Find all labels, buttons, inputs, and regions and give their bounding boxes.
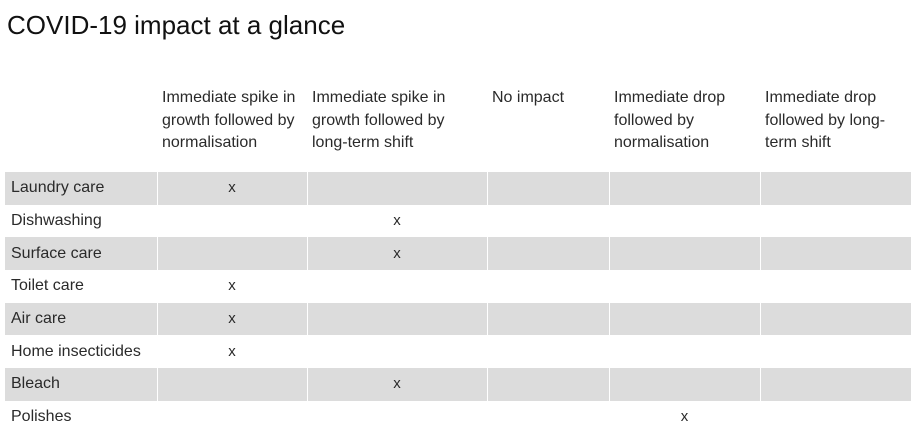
header-row: Immediate spike in growth followed by no… <box>5 84 911 172</box>
table-cell <box>608 237 760 271</box>
table-cell <box>486 172 609 205</box>
table-cell <box>306 335 487 369</box>
table-cell <box>486 400 609 434</box>
table-cell <box>759 302 911 336</box>
table-cell <box>306 302 487 336</box>
column-header-spike-long-term-shift: Immediate spike in growth followed by lo… <box>312 89 446 151</box>
table-cell <box>608 270 760 303</box>
table-cell <box>156 204 307 238</box>
row-label: Bleach <box>5 368 157 401</box>
table-cell <box>486 270 609 303</box>
table-cell <box>759 172 911 205</box>
table-cell: x <box>156 172 307 205</box>
row-label: Laundry care <box>5 172 157 205</box>
table-cell <box>608 368 760 401</box>
table-cell <box>486 237 609 271</box>
column-header-no-impact: No impact <box>492 89 565 106</box>
table-cell <box>486 204 609 238</box>
table-row: Bleach x <box>5 368 911 401</box>
table-row: Toilet care x <box>5 270 911 303</box>
table-row: Polishes x <box>5 400 911 434</box>
row-label: Surface care <box>5 237 157 271</box>
table-cell <box>156 368 307 401</box>
row-label: Dishwashing <box>11 212 102 230</box>
row-label: Polishes <box>11 408 72 426</box>
column-header-drop-long-term-shift: Immediate drop followed by long-term shi… <box>765 89 886 151</box>
table-cell <box>608 204 760 238</box>
table-cell <box>306 172 487 205</box>
table-cell <box>759 368 911 401</box>
table-cell <box>608 302 760 336</box>
table-row: Home insecticides x <box>5 335 911 369</box>
table-cell: x <box>156 270 307 303</box>
table-row: Surface care x <box>5 237 911 271</box>
table-cell: x <box>306 237 487 271</box>
table-cell <box>608 172 760 205</box>
table-cell <box>486 335 609 369</box>
table-cell: x <box>608 400 760 434</box>
table-row: Air care x <box>5 302 911 336</box>
column-header-spike-normalisation: Immediate spike in growth followed by no… <box>162 89 296 151</box>
table-cell <box>608 335 760 369</box>
table-cell <box>486 368 609 401</box>
table-cell: x <box>156 302 307 336</box>
column-header-drop-normalisation: Immediate drop followed by normalisation <box>614 89 726 151</box>
table-cell <box>486 302 609 336</box>
row-label: Home insecticides <box>11 342 141 360</box>
impact-table: Immediate spike in growth followed by no… <box>5 84 911 434</box>
row-label: Air care <box>5 302 157 336</box>
table-cell <box>759 204 911 238</box>
table-cell: x <box>306 204 487 238</box>
table-cell <box>759 270 911 303</box>
row-label: Toilet care <box>11 277 84 295</box>
table-cell <box>759 237 911 271</box>
table-row: Laundry care x <box>5 172 911 205</box>
table-cell <box>156 237 307 271</box>
table-cell: x <box>306 368 487 401</box>
table-row: Dishwashing x <box>5 204 911 238</box>
corner-header <box>5 84 157 172</box>
table-cell <box>156 400 307 434</box>
table-cell <box>306 400 487 434</box>
table-cell <box>759 335 911 369</box>
table-cell <box>759 400 911 434</box>
page-title: COVID-19 impact at a glance <box>7 10 346 40</box>
table-cell: x <box>156 335 307 369</box>
table-cell <box>306 270 487 303</box>
